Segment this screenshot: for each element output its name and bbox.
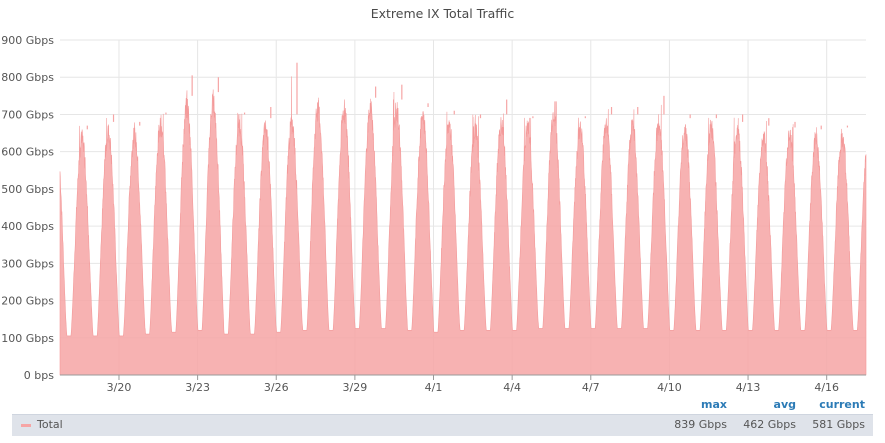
y-tick-label: 900 Gbps [1, 34, 54, 47]
area-layer [59, 62, 867, 376]
legend-swatch [21, 424, 31, 427]
series-area-total [59, 76, 867, 376]
x-tick-label: 4/13 [736, 381, 761, 394]
y-tick-label: 300 Gbps [1, 257, 54, 270]
x-tick-label: 3/23 [185, 381, 210, 394]
traffic-chart: 0 bps 100 Gbps 200 Gbps 300 Gbps 400 Gbps 500… [1, 34, 867, 394]
y-tick-label: 100 Gbps [1, 332, 54, 345]
legend-value-current: 581 Gbps [812, 418, 865, 431]
legend-stats-header: max avg current [0, 398, 885, 412]
y-tick-label: 600 Gbps [1, 146, 54, 159]
x-tick-label: 4/16 [814, 381, 839, 394]
y-tick-label: 200 Gbps [1, 295, 54, 308]
y-tick-label: 500 Gbps [1, 183, 54, 196]
x-tick-label: 3/20 [107, 381, 132, 394]
legend-header-avg[interactable]: avg [773, 398, 796, 411]
legend-value-avg: 462 Gbps [743, 418, 796, 431]
legend-header-max[interactable]: max [701, 398, 727, 411]
y-tick-label: 700 Gbps [1, 108, 54, 121]
chart-title: Extreme IX Total Traffic [370, 6, 515, 21]
y-tick-label: 800 Gbps [1, 71, 54, 84]
x-tick-label: 4/10 [657, 381, 682, 394]
y-tick-label: 0 bps [24, 369, 54, 382]
x-tick-label: 4/1 [425, 381, 443, 394]
x-tick-label: 3/26 [264, 381, 289, 394]
y-tick-label: 400 Gbps [1, 220, 54, 233]
x-tick-label: 4/4 [503, 381, 521, 394]
legend-row-total[interactable]: Total 839 Gbps 462 Gbps 581 Gbps [12, 414, 873, 436]
axis-layer: 0 bps 100 Gbps 200 Gbps 300 Gbps 400 Gbps 500… [1, 34, 866, 394]
legend-value-max: 839 Gbps [674, 418, 727, 431]
x-tick-label: 4/7 [582, 381, 600, 394]
x-tick-label: 3/29 [343, 381, 368, 394]
legend-series-name: Total [37, 418, 63, 431]
legend-header-current[interactable]: current [819, 398, 865, 411]
